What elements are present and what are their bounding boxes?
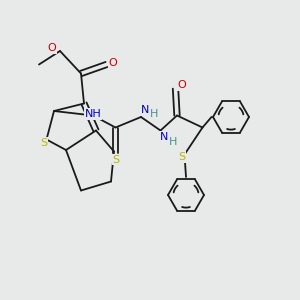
- Text: H: H: [149, 109, 158, 119]
- Text: H: H: [169, 136, 177, 147]
- Text: S: S: [112, 154, 120, 165]
- Text: O: O: [177, 80, 186, 90]
- Text: N: N: [140, 105, 149, 116]
- Text: S: S: [178, 152, 186, 162]
- Text: O: O: [47, 43, 56, 53]
- Text: NH: NH: [85, 109, 101, 119]
- Text: S: S: [40, 137, 48, 148]
- Text: N: N: [160, 132, 168, 142]
- Text: O: O: [109, 58, 118, 68]
